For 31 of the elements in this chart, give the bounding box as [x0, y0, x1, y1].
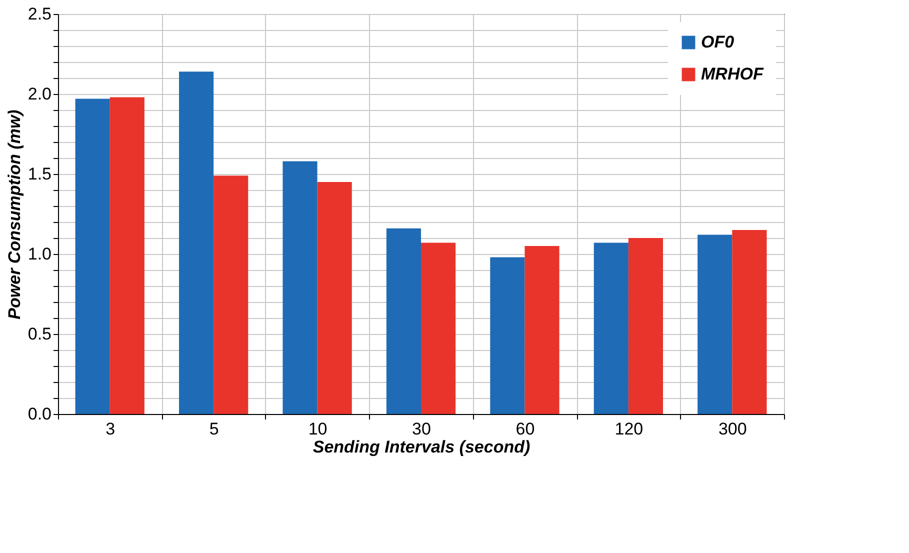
bar	[214, 176, 248, 414]
bar	[386, 228, 421, 414]
x-tick-label: 120	[614, 420, 644, 438]
x-tick-label: 300	[718, 420, 747, 438]
x-tick-label: 30	[412, 420, 431, 438]
bar	[421, 242, 456, 414]
y-tick-label: 2.0	[28, 84, 52, 104]
x-tick-label: 5	[209, 420, 219, 438]
y-tick-label: 1.0	[28, 244, 52, 264]
bar	[594, 242, 628, 414]
y-tick-label: 0.5	[28, 324, 52, 344]
bar	[179, 72, 214, 414]
bar	[732, 230, 767, 414]
y-tick-label: 1.5	[28, 164, 52, 184]
legend-label: OF0	[701, 32, 735, 52]
x-tick-label: 10	[308, 420, 328, 438]
bar	[110, 97, 144, 414]
x-tick-label: 60	[516, 420, 535, 438]
x-axis-title: Sending Intervals (second)	[312, 438, 530, 456]
bar	[317, 182, 352, 414]
bar	[490, 257, 525, 414]
y-axis-title: Power Consumption (mw)	[4, 109, 24, 320]
bar	[75, 98, 110, 414]
bar	[698, 234, 732, 414]
legend-label: MRHOF	[701, 64, 764, 84]
y-tick-label: 2.5	[28, 4, 52, 24]
bar	[628, 238, 663, 414]
bar	[524, 246, 560, 414]
y-tick-label: 0.0	[28, 404, 52, 424]
bar	[282, 161, 318, 414]
x-tick-label: 3	[106, 420, 116, 438]
